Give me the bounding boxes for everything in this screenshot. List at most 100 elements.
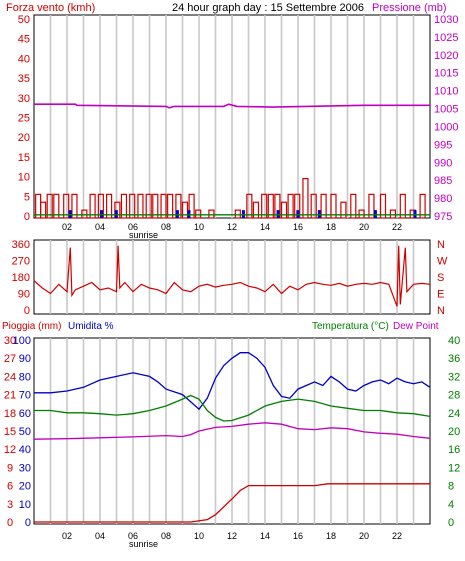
direction-line (33, 245, 431, 307)
x-tick-label: 10 (194, 531, 204, 541)
wind-axis-title: Forza vento (kmh) (6, 2, 95, 14)
y-tick-label: 35 (18, 73, 30, 85)
y-tick-label: 1005 (434, 104, 458, 116)
compass-label: E (437, 289, 444, 301)
y-tick-label: 80 (19, 371, 31, 383)
y-tick-label: 45 (18, 34, 30, 46)
y-tick-label: 0 (7, 517, 13, 529)
gust-bar (276, 210, 280, 218)
y-tick-label: 25 (18, 113, 30, 125)
wind-bar (120, 193, 128, 219)
wind-pressure-grid (49, 15, 415, 218)
wind-bar (234, 209, 241, 219)
y-tick-label: 70 (19, 390, 31, 402)
y-tick-label: 60 (19, 408, 31, 420)
pressure-axis-title: Pressione (mb) (372, 2, 447, 14)
y-tick-label: 24 (448, 408, 460, 420)
y-tick-label: 270 (12, 256, 30, 268)
y-tick-label: 975 (434, 211, 452, 223)
y-tick-label: 8 (448, 481, 454, 493)
y-tick-label: 30 (4, 335, 16, 347)
x-tick-label: 14 (260, 222, 270, 232)
rain-x-ticks: 02 04 06 08 10 12 14 16 18 20 22 (62, 531, 402, 541)
y-tick-label: 90 (19, 353, 31, 365)
wind-bar (195, 209, 202, 219)
y-tick-label: 32 (448, 371, 460, 383)
wind-bar (160, 193, 167, 219)
wind-bar (89, 193, 96, 219)
y-tick-label: 30 (19, 462, 31, 474)
y-tick-label: 0 (25, 517, 31, 529)
compass-label: S (437, 272, 444, 284)
y-tick-label: 360 (12, 239, 30, 251)
y-tick-label: 30 (18, 93, 30, 105)
wind-bar (71, 193, 78, 219)
dewpoint-axis-title: Dew Point (393, 321, 439, 332)
y-tick-label: 0 (24, 211, 30, 223)
gust-bar (100, 210, 103, 218)
wind-bar (287, 193, 294, 219)
y-tick-label: 40 (448, 335, 460, 347)
wind-bar (145, 193, 152, 219)
y-tick-label: 1030 (434, 14, 458, 26)
gust-bar (68, 210, 72, 218)
y-tick-label: 36 (448, 353, 460, 365)
y-tick-label: 100 (13, 335, 31, 347)
wind-bar (129, 193, 136, 219)
y-tick-label: 10 (18, 172, 30, 184)
wind-bar (302, 178, 309, 219)
y-tick-label: 6 (7, 481, 13, 493)
wind-bars (34, 178, 430, 219)
x-tick-label: 16 (293, 531, 303, 541)
wind-bar (252, 201, 260, 219)
x-tick-label: 20 (359, 222, 369, 232)
y-tick-label: 1000 (434, 121, 458, 133)
y-tick-label: 0 (24, 305, 30, 317)
y-tick-label: 20 (19, 481, 31, 493)
y-tick-label: 4 (448, 499, 454, 511)
x-tick-label: 02 (62, 531, 72, 541)
wind-bar (320, 193, 327, 219)
y-tick-label: 180 (12, 272, 30, 284)
gust-bar (317, 210, 321, 218)
y-tick-label: 18 (4, 408, 16, 420)
rain-axis-title: Pioggia (mm) (2, 321, 61, 332)
y-tick-label: 27 (4, 353, 16, 365)
gust-bar (175, 210, 179, 218)
wind-bar (280, 201, 288, 219)
y-tick-label: 1015 (434, 68, 458, 80)
wind-x-ticks: 02 04 06 08 10 12 14 16 18 20 22 (62, 222, 402, 232)
gust-bar (114, 210, 118, 218)
x-tick-label: 08 (161, 222, 171, 232)
wind-y-ticks: 0 5 10 15 20 25 30 35 40 45 50 (18, 14, 30, 223)
y-tick-label: 24 (4, 371, 16, 383)
gust-bar (187, 210, 191, 218)
y-tick-label: 21 (4, 390, 16, 402)
y-tick-label: 12 (4, 444, 16, 456)
wind-bar (208, 209, 215, 219)
x-tick-label: 04 (95, 222, 105, 232)
wind-bar (246, 193, 253, 219)
y-tick-label: 980 (434, 193, 452, 205)
wind-bar (188, 193, 195, 219)
wind-bar (152, 193, 159, 219)
y-tick-label: 985 (434, 175, 452, 187)
rain-humidity-grid (49, 338, 415, 524)
rain-humidity-lines (33, 352, 431, 523)
wind-bar (419, 193, 426, 219)
gust-bar (373, 210, 377, 218)
rain-y-ticks: 0 3 6 9 12 15 18 21 24 27 30 (4, 335, 16, 529)
humidity-y-ticks: 0 10 20 30 40 50 60 70 80 90 100 (13, 335, 31, 529)
compass-label: W (437, 256, 448, 268)
temperature-axis-title: Temperatura (°C) (312, 321, 389, 332)
rain-line (34, 483, 430, 523)
y-tick-label: 40 (19, 444, 31, 456)
direction-y-ticks: 0 90 180 270 360 (12, 239, 30, 317)
x-tick-label: 18 (326, 222, 336, 232)
x-tick-label: 06 (128, 222, 138, 232)
x-tick-label: 02 (62, 222, 72, 232)
y-tick-label: 1025 (434, 32, 458, 44)
